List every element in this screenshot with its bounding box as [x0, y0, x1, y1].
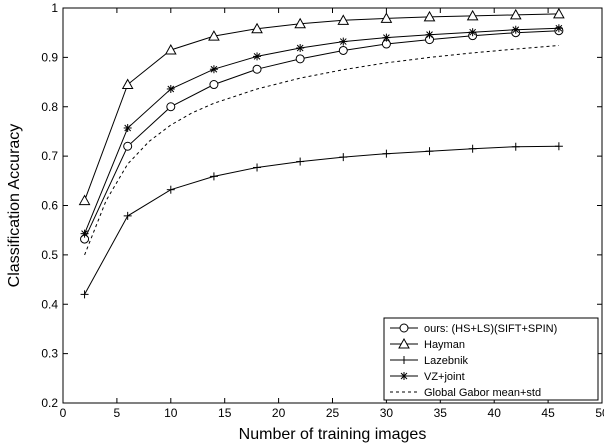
data-point-plus-marker	[253, 163, 262, 172]
data-point-triangle-marker	[337, 14, 350, 25]
data-point-plus-marker	[468, 144, 477, 153]
data-point-star-marker	[253, 52, 262, 61]
series-1	[78, 7, 565, 206]
y-tick-label: 0.7	[41, 149, 58, 163]
data-point-star-marker	[339, 37, 348, 46]
legend-label: VZ+joint	[424, 371, 465, 383]
data-point-star-marker	[554, 24, 563, 33]
series-2	[80, 142, 563, 299]
data-point-plus-marker	[425, 147, 434, 156]
series-line	[84, 145, 559, 295]
data-point-plus-marker	[382, 149, 391, 158]
legend-item: ours: (HS+LS)(SIFT+SPIN)	[390, 323, 557, 335]
x-tick-label: 35	[434, 406, 448, 420]
x-tick-label: 5	[114, 406, 121, 420]
axis-ticks: 0 5 10 15 20 25 30 35 40 45 50 0.2 0.3 0.4 0.5 0.6 0.7 0.…	[41, 1, 604, 420]
data-point-circle-marker	[338, 45, 348, 55]
legend-label: Lazebnik	[424, 355, 469, 367]
data-point-circle-marker	[252, 64, 262, 74]
x-tick-label: 15	[218, 406, 232, 420]
series-line	[84, 13, 559, 201]
data-point-circle-marker	[209, 80, 219, 90]
y-tick-label: 0.3	[41, 347, 58, 361]
data-point-star-marker	[296, 43, 305, 52]
y-tick-label: 1	[51, 1, 58, 15]
data-point-circle-marker	[166, 102, 176, 112]
x-axis-label: Number of training images	[239, 426, 427, 443]
data-point-star-marker	[80, 229, 89, 238]
plot-area	[78, 7, 565, 299]
data-point-star-marker	[511, 25, 520, 34]
data-point-plus-marker	[554, 142, 563, 151]
legend-triangle-marker	[398, 337, 410, 349]
x-tick-label: 45	[541, 406, 555, 420]
legend-label: ours: (HS+LS)(SIFT+SPIN)	[424, 323, 557, 335]
series-line	[84, 27, 559, 234]
data-point-triangle-marker	[251, 22, 263, 34]
data-point-triangle-marker	[380, 12, 393, 23]
legend-label: Global Gabor mean+std	[424, 387, 541, 399]
data-point-triangle-marker	[164, 43, 177, 55]
y-tick-label: 0.8	[41, 100, 58, 114]
y-tick-label: 0.5	[41, 248, 58, 262]
data-point-triangle-marker	[294, 17, 307, 29]
data-point-star-marker	[468, 28, 477, 37]
data-point-triangle-marker	[509, 8, 522, 20]
data-point-triangle-marker	[423, 10, 436, 22]
legend-label: Hayman	[424, 339, 465, 351]
data-point-star-marker	[123, 123, 132, 132]
y-tick-label: 0.9	[41, 50, 58, 64]
data-point-plus-marker	[166, 185, 175, 194]
data-point-triangle-marker	[553, 7, 565, 19]
legend-box	[383, 317, 599, 401]
series-line	[84, 45, 559, 256]
legend-item: Hayman	[390, 337, 465, 351]
legend-item: Global Gabor mean+std	[390, 387, 541, 399]
y-tick-label: 0.4	[41, 297, 58, 311]
data-point-star-marker	[382, 33, 391, 42]
x-tick-label: 40	[488, 406, 502, 420]
data-point-plus-marker	[511, 142, 520, 151]
data-point-plus-marker	[209, 172, 218, 181]
x-tick-label: 0	[60, 406, 67, 420]
data-point-star-marker	[425, 30, 434, 39]
y-tick-label: 0.6	[41, 199, 58, 213]
data-point-plus-marker	[339, 153, 348, 162]
x-tick-label: 50	[595, 406, 604, 420]
data-point-plus-marker	[80, 290, 89, 299]
data-point-triangle-marker	[121, 78, 134, 90]
data-point-circle-marker	[295, 54, 305, 64]
y-tick-label: 0.2	[41, 396, 58, 410]
series-4	[84, 45, 559, 256]
data-point-circle-marker	[123, 141, 133, 151]
y-axis-label: Classification Accuracy	[6, 124, 23, 288]
data-point-plus-marker	[296, 157, 305, 166]
data-point-triangle-marker	[208, 30, 220, 41]
series-3	[80, 24, 563, 238]
x-tick-label: 20	[272, 406, 286, 420]
legend-plus-marker	[400, 356, 408, 364]
data-point-star-marker	[166, 84, 175, 93]
data-point-triangle-marker	[78, 194, 91, 206]
x-tick-label: 10	[164, 406, 178, 420]
data-point-triangle-marker	[466, 9, 479, 21]
legend-circle-marker	[399, 323, 409, 333]
data-point-plus-marker	[123, 211, 132, 220]
x-tick-label: 30	[380, 406, 394, 420]
data-point-star-marker	[209, 65, 218, 74]
x-tick-label: 25	[326, 406, 340, 420]
legend-item: Lazebnik	[390, 355, 469, 367]
series-line	[84, 30, 559, 240]
legend: ours: (HS+LS)(SIFT+SPIN) Hayman Lazebnik VZ…	[383, 317, 599, 401]
legend-item: VZ+joint	[390, 371, 465, 383]
legend-star-marker	[400, 372, 408, 380]
